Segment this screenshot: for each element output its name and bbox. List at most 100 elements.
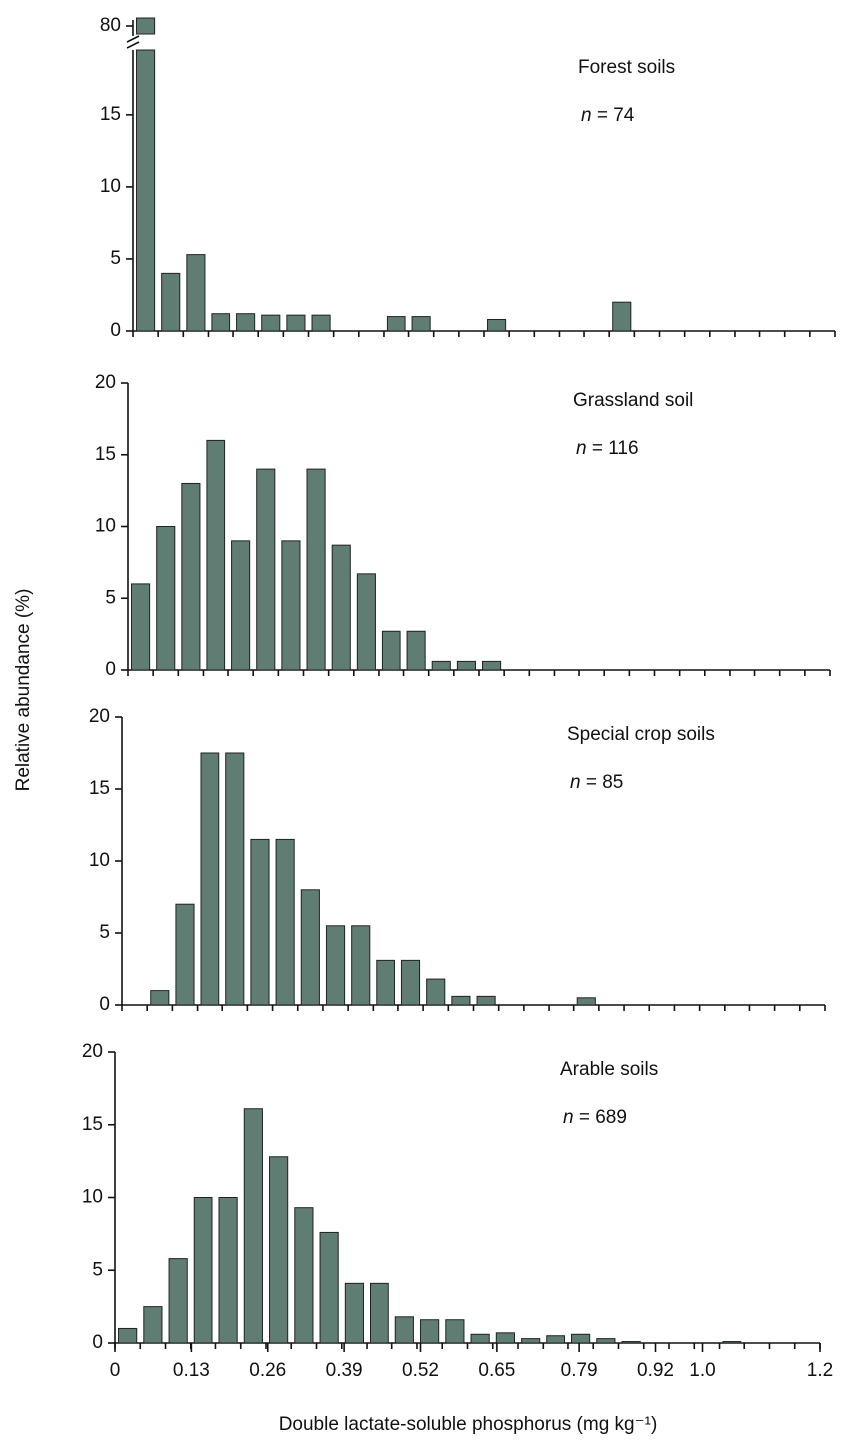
bar	[376, 959, 395, 1006]
bar	[286, 314, 306, 332]
y-tick-label: 15	[82, 1114, 103, 1135]
bar	[482, 660, 502, 671]
bar	[186, 254, 206, 332]
bar	[495, 1332, 515, 1344]
bar	[236, 313, 256, 332]
bar	[476, 995, 496, 1006]
bar	[211, 313, 231, 332]
bar	[150, 990, 170, 1006]
bar-break-part	[136, 17, 156, 35]
bar	[161, 272, 181, 332]
bar	[356, 573, 376, 671]
bar	[386, 316, 406, 332]
y-tick-label: 10	[100, 176, 121, 197]
bar	[168, 1258, 188, 1344]
y-tick-label: 0	[105, 659, 116, 680]
bar	[470, 1333, 490, 1344]
sample-size: n = 85	[570, 772, 623, 793]
y-tick-label: 10	[95, 516, 116, 537]
bar	[406, 630, 426, 671]
bar	[381, 630, 401, 671]
bar	[394, 1316, 414, 1344]
x-tick-label: 1.0	[689, 1360, 715, 1381]
axis-break	[126, 41, 140, 49]
bar	[596, 1338, 616, 1344]
bar	[269, 1156, 289, 1344]
bar	[206, 439, 226, 671]
y-axis-label: Relative abundance (%)	[13, 589, 34, 792]
bar	[420, 1319, 440, 1344]
y-tick-label: 5	[99, 922, 110, 943]
x-tick-label: 0.92	[637, 1360, 674, 1381]
bar	[225, 752, 245, 1006]
y-tick-label: 15	[100, 104, 121, 125]
bar	[369, 1282, 389, 1344]
bar	[281, 540, 301, 671]
y-tick-label: 5	[110, 248, 121, 269]
bar	[294, 1207, 314, 1344]
bar	[576, 997, 596, 1006]
panel-title: Arable soils	[560, 1059, 658, 1080]
x-tick-label: 0.13	[173, 1360, 210, 1381]
bar	[612, 301, 632, 332]
bar	[261, 314, 281, 332]
bar	[351, 925, 371, 1006]
y-tick-label: 0	[99, 994, 110, 1015]
bar	[143, 1306, 163, 1344]
bar	[431, 660, 451, 671]
bar	[451, 995, 471, 1006]
bar	[319, 1231, 339, 1344]
x-tick-label: 0.65	[478, 1360, 515, 1381]
panel-title: Forest soils	[578, 57, 675, 78]
bar	[487, 318, 507, 332]
bar	[243, 1108, 263, 1344]
bar	[275, 838, 295, 1006]
bar	[456, 660, 476, 671]
bar	[722, 1341, 742, 1344]
bar	[250, 838, 270, 1006]
bar	[136, 49, 156, 332]
panel-title: Special crop soils	[567, 724, 715, 745]
bar	[331, 544, 351, 671]
bar	[300, 889, 320, 1006]
x-tick-label: 0.26	[249, 1360, 286, 1381]
sample-size: n = 74	[581, 105, 635, 126]
bar	[546, 1335, 566, 1344]
y-tick-label: 20	[82, 1041, 103, 1062]
bar	[344, 1282, 365, 1344]
y-tick-label: 15	[89, 778, 110, 799]
sample-size: n = 689	[563, 1107, 627, 1128]
y-tick-label: 20	[89, 706, 110, 727]
panel-title: Grassland soil	[573, 390, 693, 411]
bar	[426, 978, 446, 1006]
bar	[621, 1341, 641, 1344]
bar	[131, 583, 151, 671]
bar	[181, 482, 201, 671]
bar	[193, 1197, 213, 1344]
y-tick-label: 10	[89, 850, 110, 871]
y-tick-label: 0	[92, 1332, 103, 1353]
x-tick-label: 0	[110, 1360, 121, 1381]
bar	[156, 526, 176, 671]
bar	[400, 959, 421, 1006]
axis-break	[126, 35, 140, 43]
y-tick-label: 10	[82, 1187, 103, 1208]
sample-size: n = 116	[576, 438, 639, 459]
x-tick-label: 1.2	[807, 1360, 833, 1381]
x-tick-label: 0.79	[561, 1360, 598, 1381]
bar	[200, 752, 220, 1006]
y-tick-label: 0	[110, 320, 121, 341]
bar	[175, 903, 195, 1006]
bar	[411, 316, 431, 332]
bar	[445, 1319, 465, 1344]
bar	[570, 1333, 591, 1344]
x-axis-label: Double lactate-soluble phosphorus (mg kg…	[279, 1414, 658, 1435]
y-tick-label: 15	[95, 444, 116, 465]
bar	[231, 540, 251, 671]
bar	[256, 468, 276, 671]
x-tick-label: 0.52	[402, 1360, 439, 1381]
bar	[521, 1338, 541, 1344]
bar	[306, 468, 326, 671]
bar	[118, 1327, 138, 1344]
